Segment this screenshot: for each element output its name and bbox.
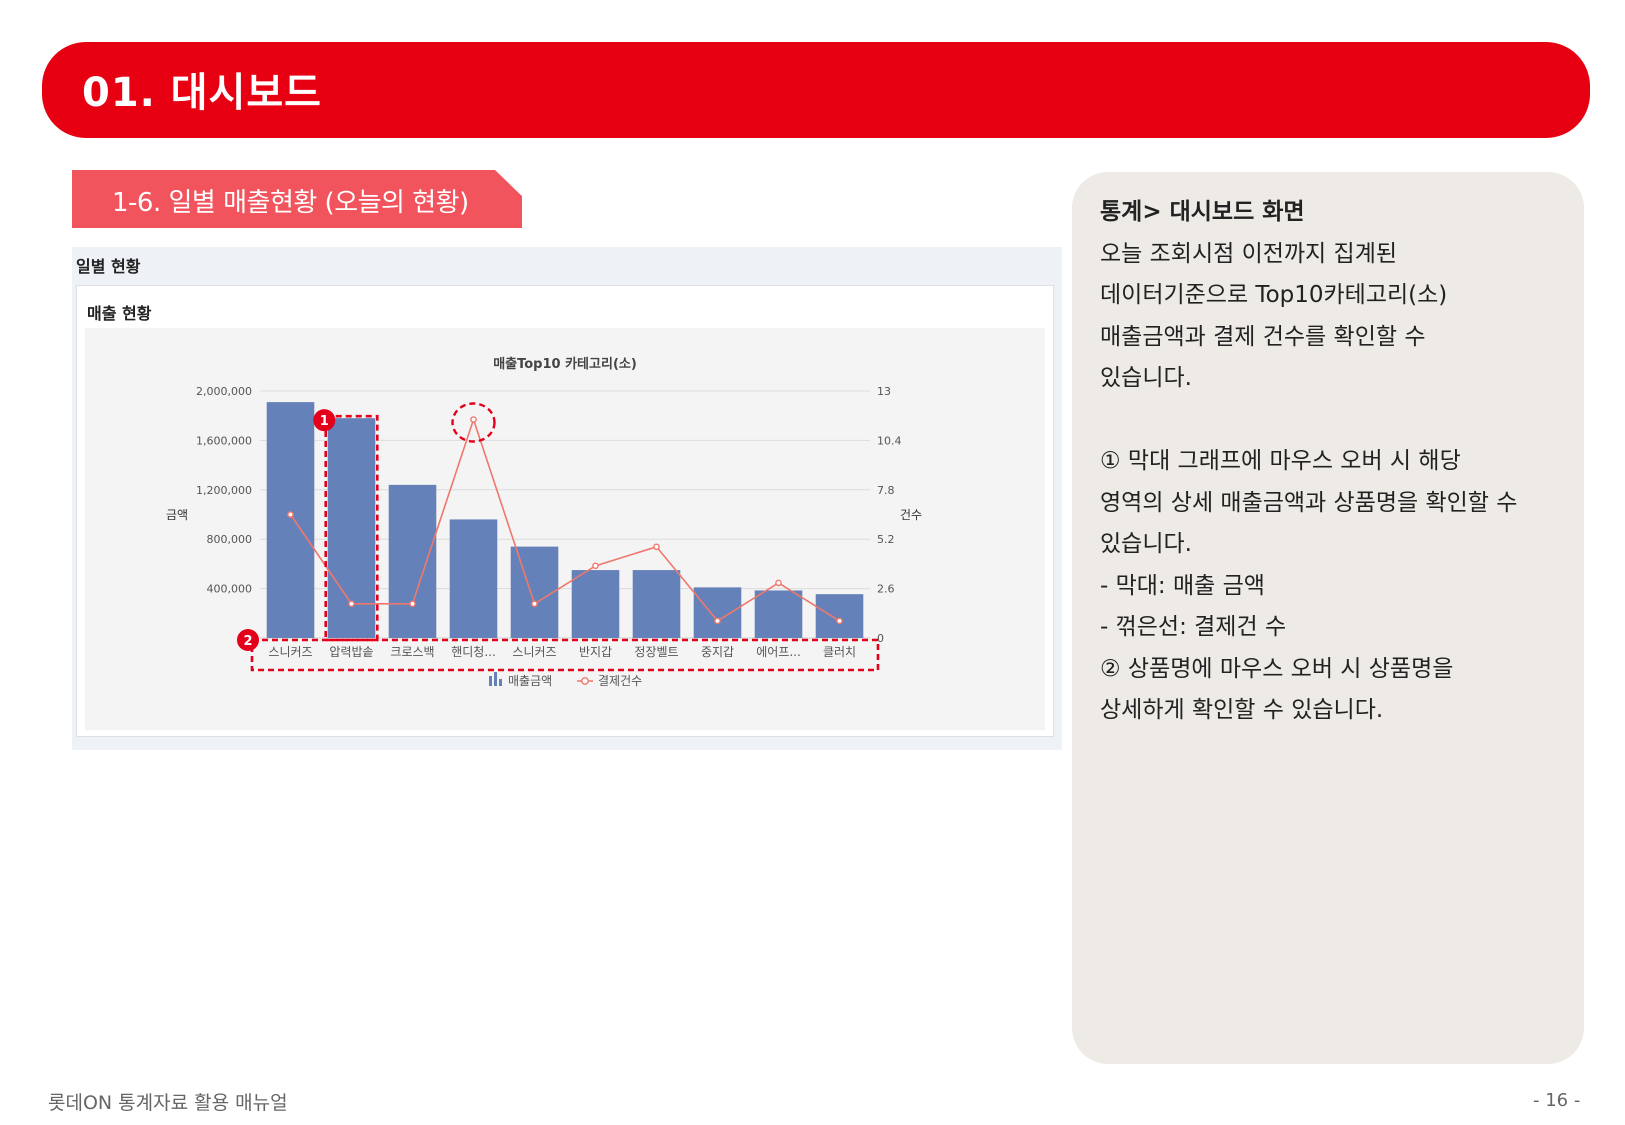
bar-sales-amount [510,546,559,638]
point1-line: 있습니다. [1100,531,1192,557]
bar-sales-amount [266,402,315,638]
legend-line-icon [581,677,589,685]
highlight-category-box [250,638,880,672]
top10-category-chart: 매출Top10 카테고리(소) 2,000,000 1,600,000 1,200,0… [166,356,922,688]
y-left-tick-label: 400,000 [207,583,253,596]
daily-status-title: 일별 현황 [76,257,141,276]
section-title: 1-6. 일별 매출현황 (오늘의 현황) [112,188,469,218]
y-right-tick-label: 10.4 [877,434,902,447]
y-left-tick-label: 1,200,000 [196,484,252,497]
bullet-line: - 꺾은선: 결제건 수 [1100,614,1287,640]
y-left-axis-label: 금액 [166,508,188,522]
line-point [836,617,843,625]
legend-bar-icon [494,672,497,686]
line-point [714,617,721,625]
intro-line: 있습니다. [1100,365,1192,391]
bar-sales-amount [571,570,620,638]
bar-sales-amount [815,594,864,638]
y-right-tick-label: 5.2 [877,533,895,546]
footer-manual-title: 롯데ON 통계자료 활용 매뉴얼 [48,1092,288,1114]
legend-label-count: 결제건수 [598,674,642,688]
bar-sales-amount [449,519,498,638]
bar-sales-amount [693,587,742,638]
bar-sales-amount [632,570,681,638]
y-right-tick-label: 2.6 [877,583,895,596]
header-bar: 01. 대시보드 [42,42,1590,138]
line-point [470,416,477,423]
y-right-tick-label: 7.8 [877,484,895,497]
x-category-label: 정장벨트 [634,645,678,659]
line-payment-count [289,416,840,622]
line-point [409,600,416,608]
callout-badge-2-label: 2 [243,634,252,649]
intro-line: 데이터기준으로 Top10카테고리(소) [1100,282,1448,308]
intro-line: 오늘 조회시점 이전까지 집계된 [1100,240,1398,267]
line-point [348,600,355,608]
y-left-tick-label: 2,000,000 [196,385,252,398]
description-panel: 통계> 대시보드 화면 오늘 조회시점 이전까지 집계된 데이터기준으로 Top… [1072,172,1584,1064]
highlight-peak-circle [451,402,496,443]
y-right-axis-label: 건수 [900,508,922,522]
point2-line: 상세하게 확인할 수 있습니다. [1100,697,1384,723]
bar-sales-amount [754,590,803,638]
page-number: - 16 - [1533,1090,1581,1111]
chart-area: 매출Top10 카테고리(소) 2,000,000 1,600,000 1,200,0… [85,328,1045,730]
x-category-label: 스니커즈 [512,645,556,659]
point1-line: ① 막대 그래프에 마우스 오버 시 해당 [1100,448,1461,474]
section-tag: 1-6. 일별 매출현황 (오늘의 현황) [72,170,522,228]
line-point [287,511,294,518]
x-category-label: 중지갑 [701,645,734,659]
chart-title: 매출Top10 카테고리(소) [493,356,637,372]
spacer [1100,400,1570,442]
legend-label-sales: 매출금액 [508,674,552,688]
x-category-label: 반지갑 [579,645,612,659]
line-point [653,543,660,551]
sales-status-title: 매출 현황 [87,304,152,323]
line-point [775,579,782,587]
intro-line: 매출금액과 결제 건수를 확인할 수 [1100,323,1426,350]
y-left-tick-label: 800,000 [207,533,253,546]
line-point [592,562,599,570]
y-right-tick-label: 0 [877,632,884,645]
x-category-label: 스니커즈 [268,645,312,659]
point2-line: ② 상품명에 마우스 오버 시 상품명을 [1100,655,1454,682]
callout-badge-1 [313,409,336,432]
x-category-label: 크로스백 [390,645,434,659]
callout-badge-2 [237,629,259,651]
description-heading: 통계> 대시보드 화면 [1100,199,1305,225]
y-left-tick-label: 1,600,000 [196,434,252,447]
sales-status-card: 매출 현황 매출Top10 카테고리(소) 2,000,000 1,600,000 1… [76,285,1054,737]
line-point [531,600,538,608]
point1-line: 영역의 상세 매출금액과 상품명을 확인할 수 [1100,489,1518,516]
x-category-label: 클러치 [823,645,856,659]
legend-bar-icon [499,679,502,686]
bullet-bar: - 막대: 매출 금액 [1100,572,1265,599]
page-title: 01. 대시보드 [82,70,322,116]
description-text: 통계> 대시보드 화면 오늘 조회시점 이전까지 집계된 데이터기준으로 Top… [1100,192,1570,732]
x-category-label: 핸디청... [451,644,496,659]
x-category-label: 압력밥솥 [329,645,373,659]
daily-status-panel: 일별 현황 매출 현황 매출Top10 카테고리(소) 2,000,000 1,60… [72,247,1062,750]
callout-badge-1-label: 1 [320,414,329,429]
y-right-tick-label: 13 [877,385,891,398]
highlight-bar-box [324,414,379,642]
legend-bar-icon [489,676,492,686]
bar-sales-amount [388,484,437,638]
x-category-label: 에어프... [756,645,801,659]
